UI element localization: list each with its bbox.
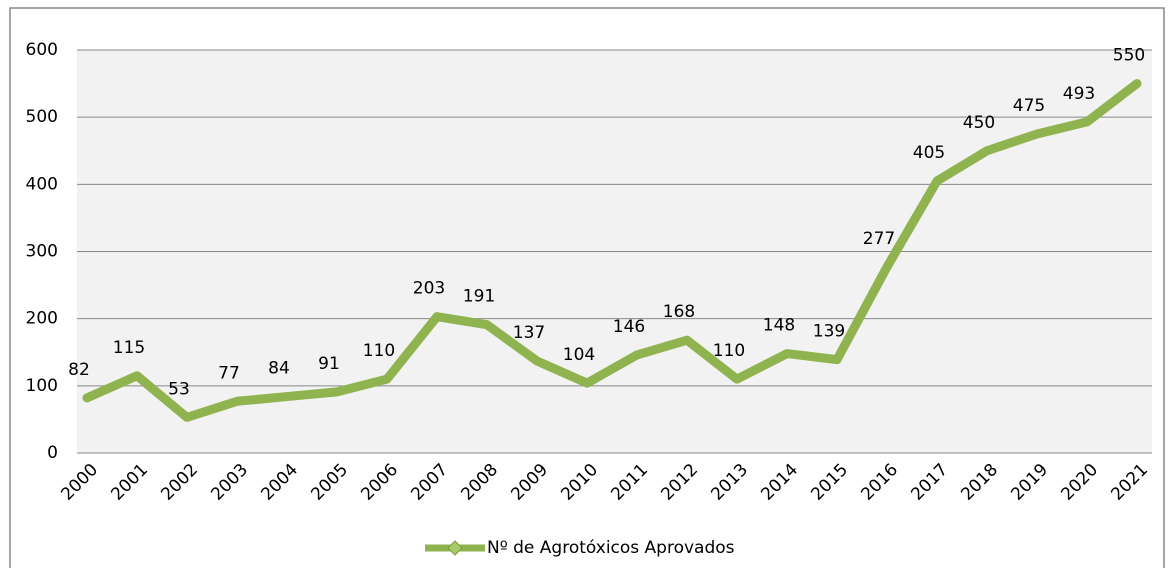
data-label: 148 xyxy=(763,316,795,336)
data-label: 84 xyxy=(268,359,290,379)
data-label: 115 xyxy=(113,338,145,358)
y-tick-label: 400 xyxy=(26,174,58,194)
data-label: 493 xyxy=(1063,84,1095,104)
data-line xyxy=(82,79,1142,422)
data-label: 110 xyxy=(713,341,745,361)
data-label: 203 xyxy=(413,279,445,299)
y-tick-label: 200 xyxy=(26,309,58,329)
legend-label: Nº de Agrotóxicos Aprovados xyxy=(487,538,735,558)
data-label: 82 xyxy=(68,360,90,380)
data-label: 277 xyxy=(863,229,895,249)
data-label: 104 xyxy=(563,345,595,365)
data-label: 550 xyxy=(1113,46,1145,66)
legend-marker xyxy=(447,540,463,556)
y-tick-label: 500 xyxy=(26,107,58,127)
data-label: 53 xyxy=(168,379,190,399)
data-label: 405 xyxy=(913,143,945,163)
y-tick-label: 600 xyxy=(26,40,58,60)
data-label: 91 xyxy=(318,354,340,374)
data-label: 110 xyxy=(363,341,395,361)
data-label: 137 xyxy=(513,323,545,343)
data-label: 77 xyxy=(218,363,240,383)
data-label: 168 xyxy=(663,302,695,322)
data-label: 146 xyxy=(613,317,645,337)
y-tick-label: 0 xyxy=(47,443,58,463)
y-tick-label: 100 xyxy=(26,376,58,396)
y-tick-label: 300 xyxy=(26,242,58,262)
data-label: 191 xyxy=(463,287,495,307)
data-label: 475 xyxy=(1013,96,1045,116)
data-label: 139 xyxy=(813,322,845,342)
data-label: 450 xyxy=(963,113,995,133)
